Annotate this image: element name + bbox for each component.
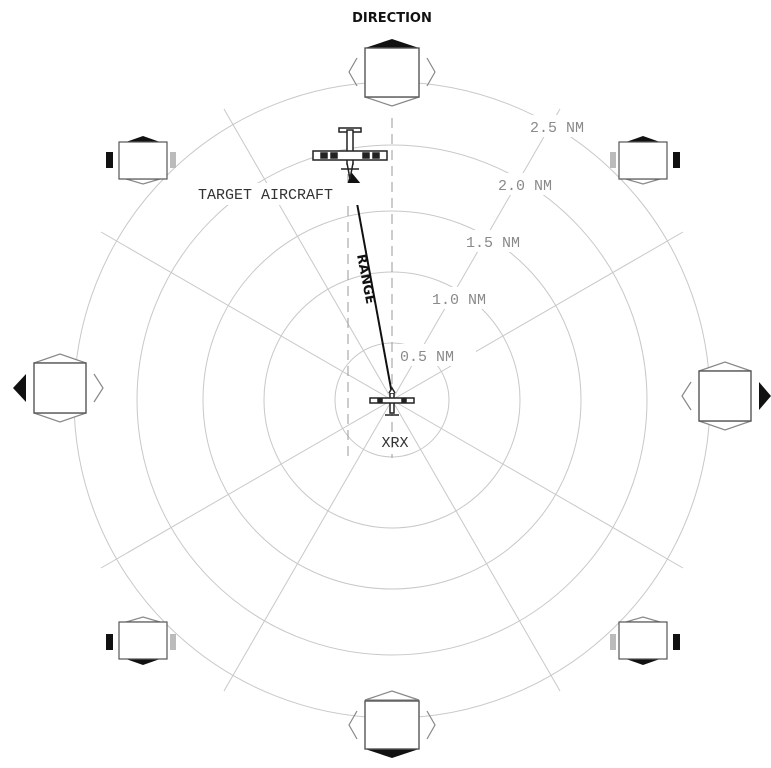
ring-label-2-0: 2.0 NM bbox=[498, 178, 552, 195]
range-label: RANGE bbox=[353, 253, 377, 305]
target-aircraft-label: TARGET AIRCRAFT bbox=[198, 187, 333, 204]
direction-indicator-ne-icon bbox=[610, 136, 680, 185]
direction-indicator-nw-icon bbox=[106, 136, 176, 185]
spoke bbox=[223, 399, 393, 692]
own-aircraft-label: XRX bbox=[381, 435, 408, 452]
spokes bbox=[100, 108, 684, 692]
ring-labels: 0.5 NM 1.0 NM 1.5 NM 2.0 NM 2.5 NM bbox=[398, 115, 606, 366]
spoke bbox=[391, 399, 561, 692]
target-aircraft-icon bbox=[312, 127, 388, 180]
dashed-guides bbox=[347, 118, 393, 458]
ring-label-1-5: 1.5 NM bbox=[466, 235, 520, 252]
ring-label-1-0: 1.0 NM bbox=[432, 292, 486, 309]
direction-indicator-se-icon bbox=[610, 616, 680, 665]
spoke bbox=[100, 231, 393, 401]
range-arrow bbox=[344, 172, 393, 395]
spoke bbox=[391, 399, 684, 569]
ring-2-0 bbox=[136, 144, 648, 656]
spoke bbox=[100, 399, 393, 569]
spoke bbox=[391, 231, 684, 401]
diagram-title: DIRECTION bbox=[352, 11, 432, 26]
direction-indicator-n-icon bbox=[348, 39, 436, 107]
ring-1-5 bbox=[202, 210, 582, 590]
spoke bbox=[223, 108, 393, 401]
direction-indicator-w-icon bbox=[13, 353, 104, 423]
direction-indicator-sw-icon bbox=[106, 616, 176, 665]
own-aircraft-icon bbox=[369, 386, 415, 416]
direction-indicator-e-icon bbox=[681, 361, 771, 431]
ring-label-0-5: 0.5 NM bbox=[400, 349, 454, 366]
ring-label-2-5: 2.5 NM bbox=[530, 120, 584, 137]
direction-indicator-s-icon bbox=[348, 690, 436, 758]
